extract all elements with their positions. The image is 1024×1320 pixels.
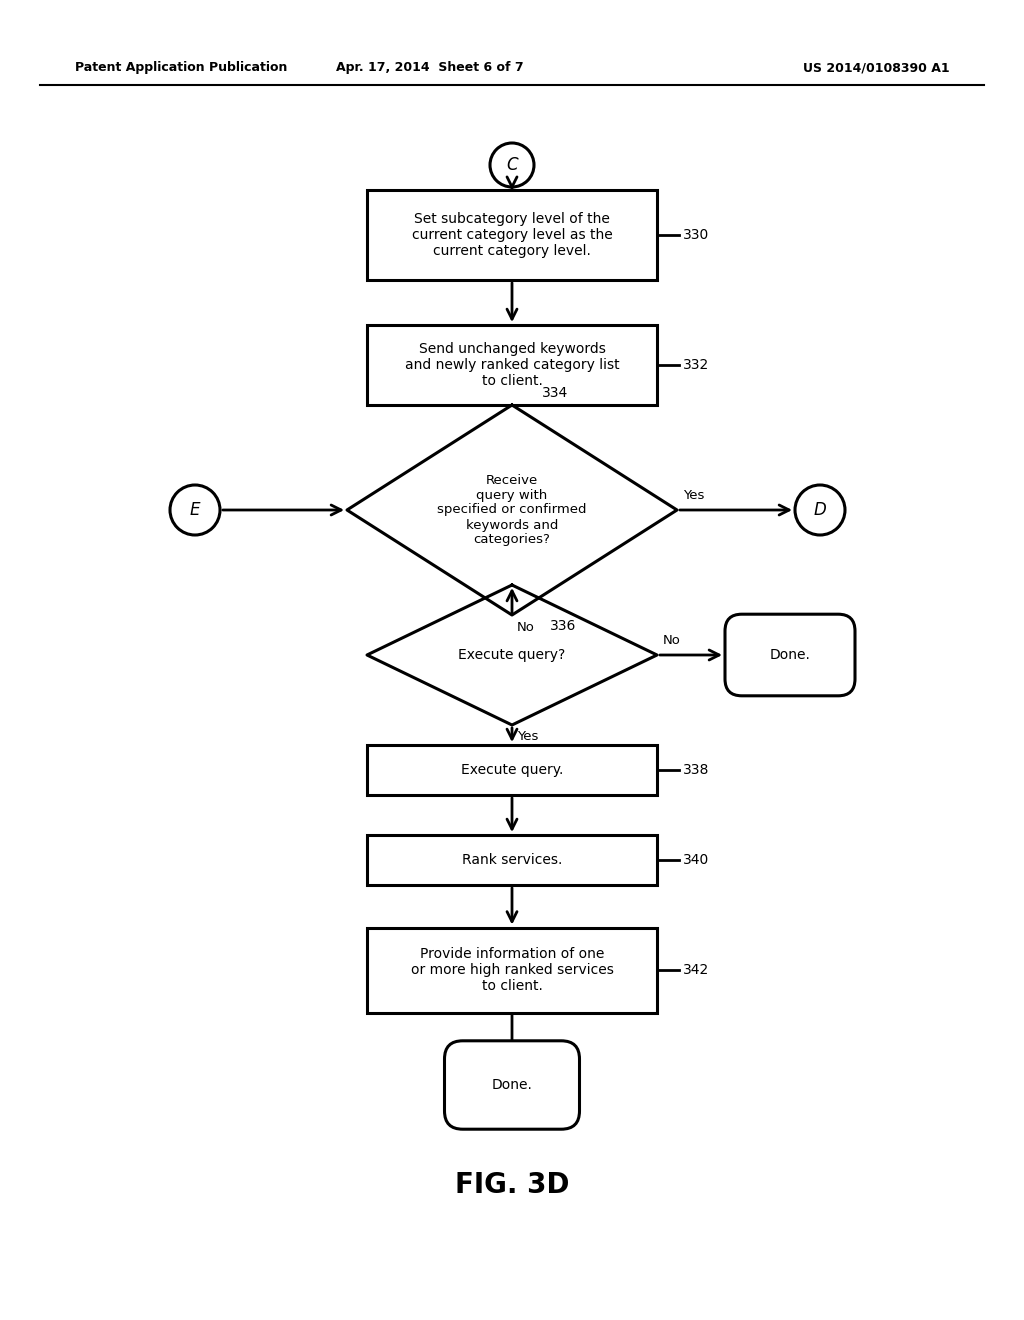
Text: Rank services.: Rank services. xyxy=(462,853,562,867)
Text: 336: 336 xyxy=(550,619,577,634)
Text: Done.: Done. xyxy=(770,648,810,663)
Text: 330: 330 xyxy=(683,228,710,242)
FancyBboxPatch shape xyxy=(725,614,855,696)
Text: Apr. 17, 2014  Sheet 6 of 7: Apr. 17, 2014 Sheet 6 of 7 xyxy=(336,62,524,74)
Text: Set subcategory level of the
current category level as the
current category leve: Set subcategory level of the current cat… xyxy=(412,211,612,259)
FancyBboxPatch shape xyxy=(444,1040,580,1129)
Text: 332: 332 xyxy=(683,358,710,372)
Text: Send unchanged keywords
and newly ranked category list
to client.: Send unchanged keywords and newly ranked… xyxy=(404,342,620,388)
FancyBboxPatch shape xyxy=(367,928,657,1012)
Text: 334: 334 xyxy=(542,385,568,400)
Text: US 2014/0108390 A1: US 2014/0108390 A1 xyxy=(804,62,950,74)
Text: Receive
query with
specified or confirmed
keywords and
categories?: Receive query with specified or confirme… xyxy=(437,474,587,546)
Text: 340: 340 xyxy=(683,853,710,867)
Text: D: D xyxy=(814,502,826,519)
Text: FIG. 3D: FIG. 3D xyxy=(455,1171,569,1199)
FancyBboxPatch shape xyxy=(367,325,657,405)
Text: Done.: Done. xyxy=(492,1078,532,1092)
Circle shape xyxy=(490,143,534,187)
Text: Yes: Yes xyxy=(683,488,705,502)
Text: No: No xyxy=(663,634,681,647)
Circle shape xyxy=(795,484,845,535)
Text: E: E xyxy=(189,502,201,519)
Text: Patent Application Publication: Patent Application Publication xyxy=(75,62,288,74)
Text: 338: 338 xyxy=(683,763,710,777)
Text: 342: 342 xyxy=(683,964,710,977)
Text: No: No xyxy=(517,620,535,634)
Text: Provide information of one
or more high ranked services
to client.: Provide information of one or more high … xyxy=(411,946,613,993)
FancyBboxPatch shape xyxy=(367,836,657,884)
Polygon shape xyxy=(347,405,677,615)
Polygon shape xyxy=(367,585,657,725)
Text: Execute query.: Execute query. xyxy=(461,763,563,777)
FancyBboxPatch shape xyxy=(367,744,657,795)
Text: Yes: Yes xyxy=(517,730,539,743)
Text: C: C xyxy=(506,156,518,174)
Circle shape xyxy=(170,484,220,535)
FancyBboxPatch shape xyxy=(367,190,657,280)
Text: Execute query?: Execute query? xyxy=(459,648,565,663)
